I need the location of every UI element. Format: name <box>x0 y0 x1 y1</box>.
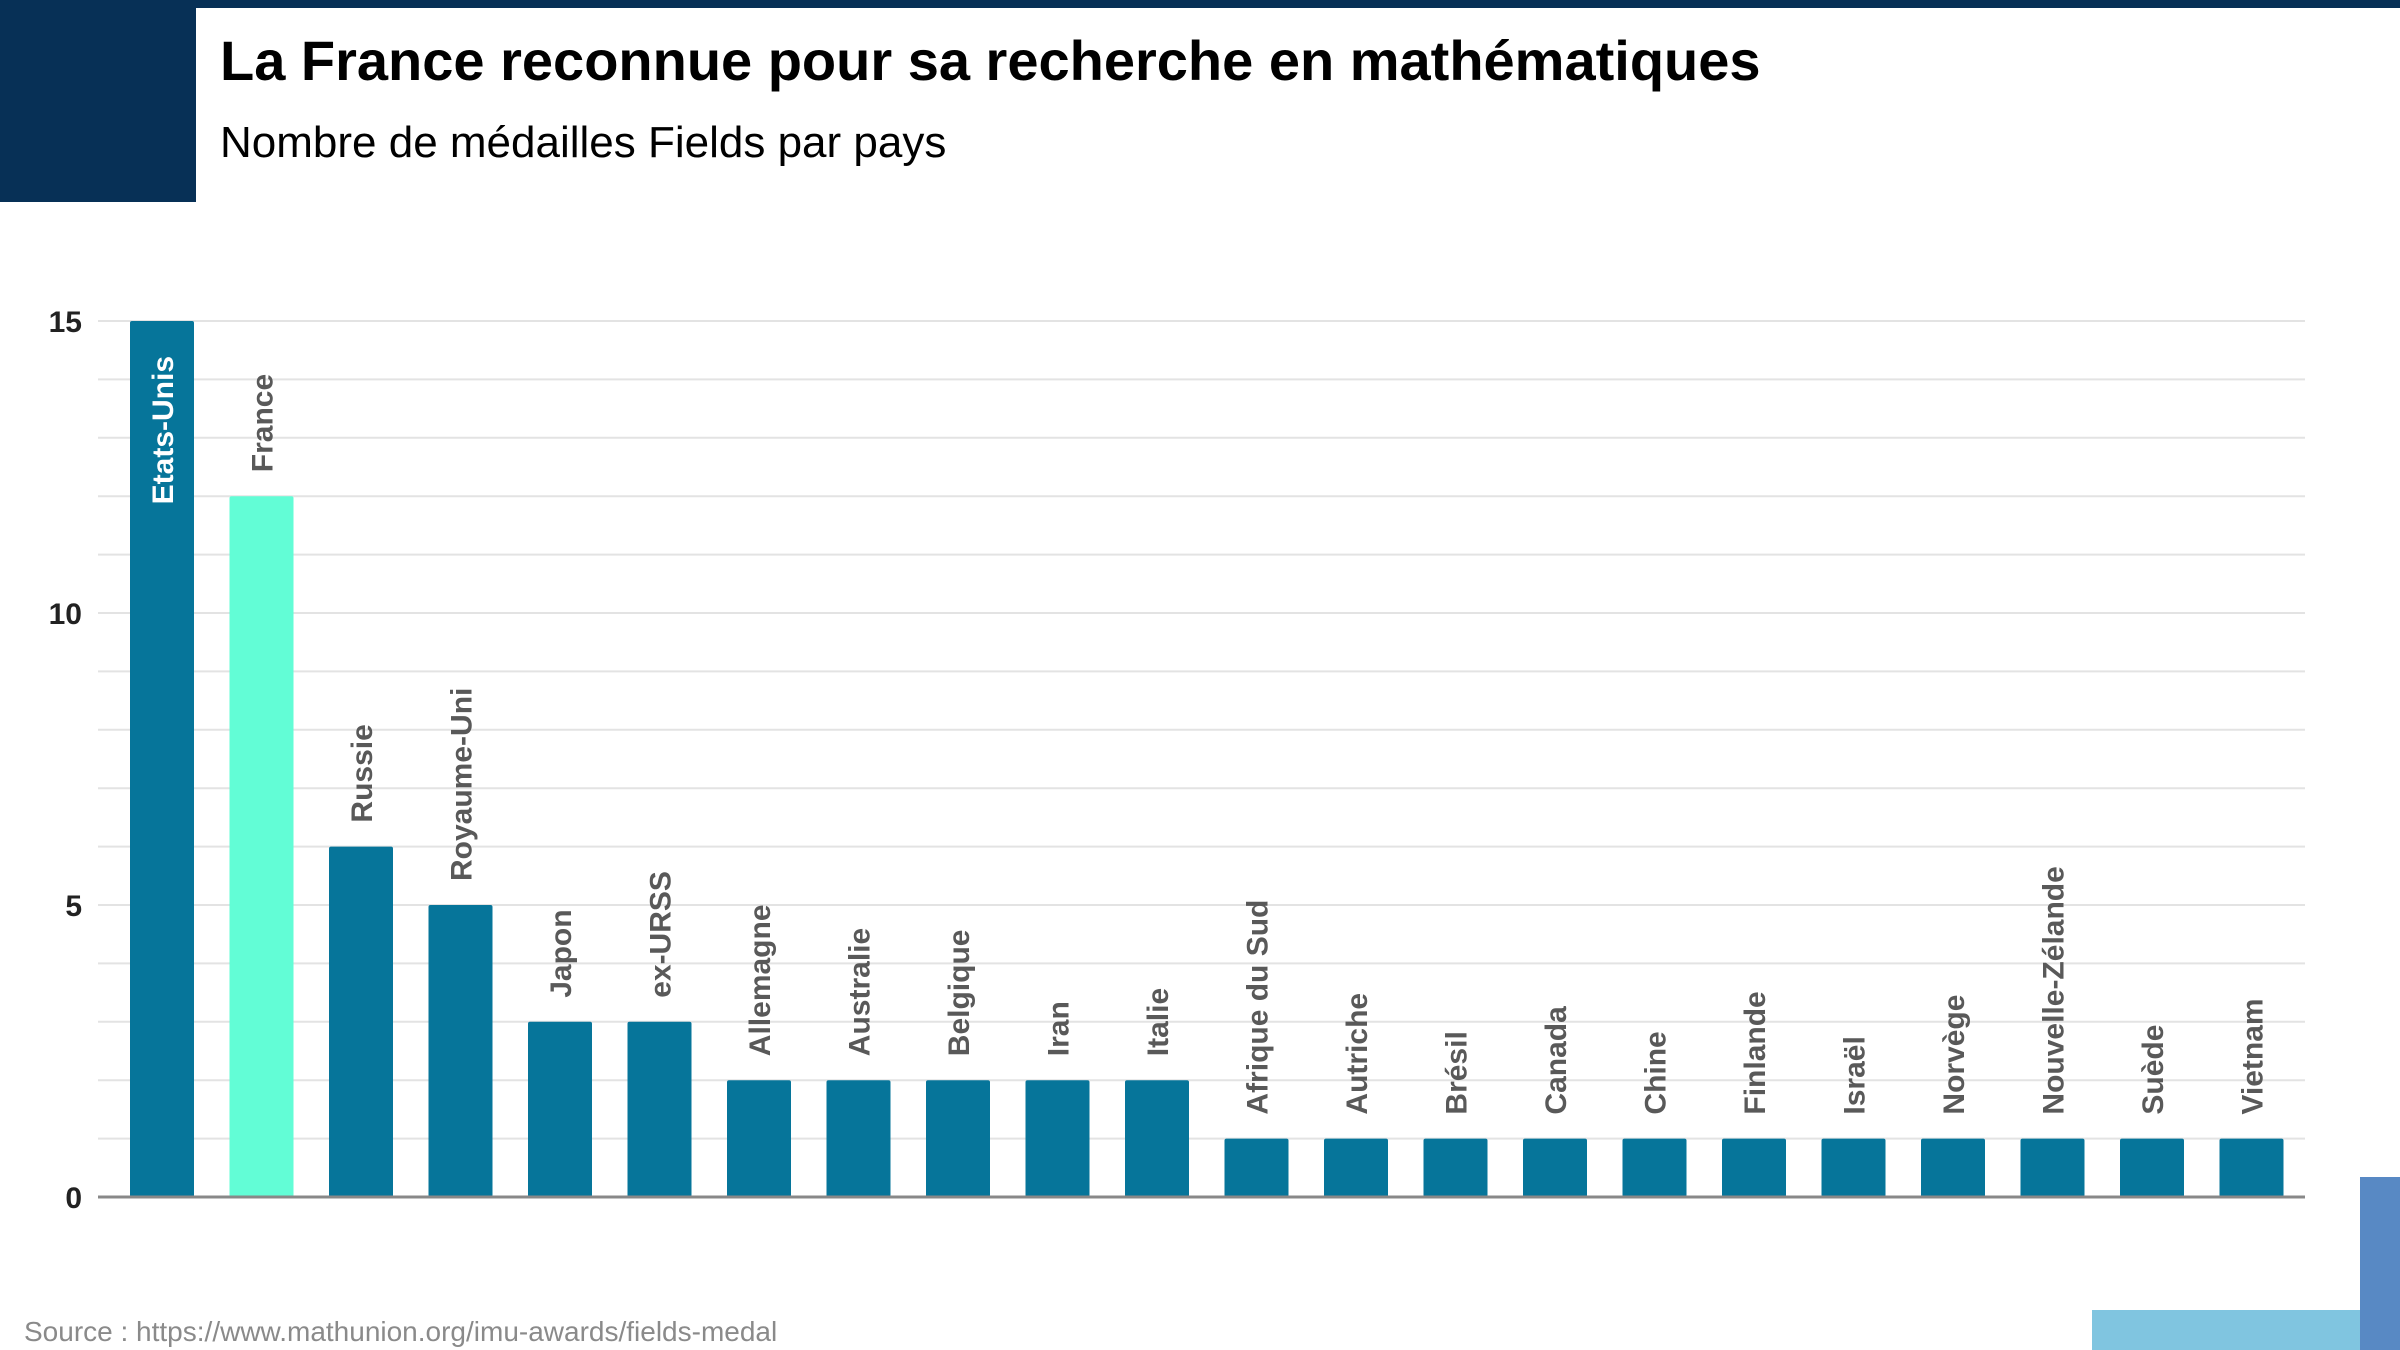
category-label: Chine <box>1640 1031 1673 1114</box>
decor-bar-light <box>2092 1310 2360 1350</box>
category-label: Etats-Unis <box>147 356 180 504</box>
brand-block <box>0 0 196 202</box>
bar-su-de <box>2120 1138 2184 1197</box>
category-label: ex-URSS <box>645 871 678 998</box>
category-label: Allemagne <box>744 904 777 1056</box>
bar-etats-unis <box>130 321 194 1197</box>
source-note: Source : https://www.mathunion.org/imu-a… <box>24 1316 778 1347</box>
bar-australie <box>826 1080 891 1197</box>
category-label: Autriche <box>1341 993 1374 1115</box>
bar-vietnam <box>2219 1138 2284 1197</box>
bar-royaume-uni <box>428 905 493 1197</box>
bar-france <box>229 496 294 1197</box>
category-label: Afrique du Sud <box>1242 900 1275 1115</box>
bar-russie <box>329 846 393 1197</box>
category-label: Royaume-Uni <box>446 688 479 881</box>
category-label: Belgique <box>943 930 976 1057</box>
category-label: Australie <box>844 928 877 1056</box>
category-label: Vietnam <box>2237 998 2270 1114</box>
bar-br-sil <box>1423 1138 1488 1197</box>
y-tick-label: 5 <box>65 890 82 923</box>
bar-iran <box>1025 1080 1090 1197</box>
y-tick-label: 0 <box>65 1182 82 1215</box>
category-label: France <box>247 374 280 472</box>
y-tick-label: 10 <box>49 598 82 631</box>
category-label: Japon <box>545 909 578 997</box>
bar-chine <box>1622 1138 1687 1197</box>
bar-japon <box>528 1021 592 1197</box>
bar-finlande <box>1722 1138 1786 1197</box>
bar-canada <box>1523 1138 1587 1197</box>
category-label: Iran <box>1043 1001 1076 1056</box>
bar-afrique-du-sud <box>1224 1138 1289 1197</box>
y-tick-label: 15 <box>49 306 82 339</box>
bar-isra-l <box>1821 1138 1886 1197</box>
category-label: Canada <box>1540 1006 1573 1115</box>
bar-norv-ge <box>1921 1138 1985 1197</box>
category-label: Russie <box>346 724 379 822</box>
category-label: Norvège <box>1938 995 1971 1115</box>
chart-title: La France reconnue pour sa recherche en … <box>220 29 1761 92</box>
bar-italie <box>1125 1080 1189 1197</box>
bar-nouvelle-z-lande <box>2020 1138 2085 1197</box>
category-label: Suède <box>2137 1025 2170 1115</box>
bar-autriche <box>1324 1138 1388 1197</box>
chart-subtitle: Nombre de médailles Fields par pays <box>220 118 947 167</box>
category-label: Finlande <box>1739 991 1772 1114</box>
top-strip <box>0 0 2400 8</box>
bar-allemagne <box>727 1080 791 1197</box>
category-label: Israël <box>1839 1036 1872 1114</box>
decor-bar-dark <box>2360 1177 2400 1350</box>
bar-belgique <box>926 1080 990 1197</box>
category-label: Nouvelle-Zélande <box>2038 866 2071 1114</box>
category-label: Italie <box>1142 988 1175 1056</box>
bar-ex-urss <box>627 1021 692 1197</box>
category-label: Brésil <box>1441 1031 1474 1114</box>
